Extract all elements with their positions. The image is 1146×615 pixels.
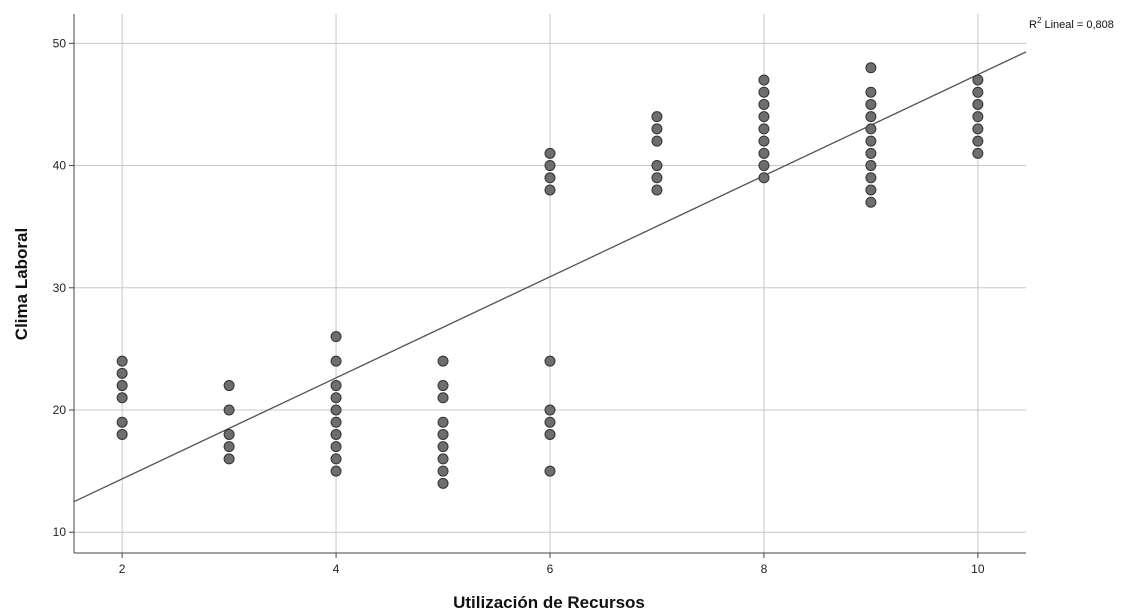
data-point xyxy=(865,111,877,123)
data-point xyxy=(758,74,770,86)
data-point xyxy=(651,135,663,147)
data-point xyxy=(544,172,556,184)
data-point xyxy=(116,367,128,379)
data-point xyxy=(544,355,556,367)
r2-annotation: R2 Lineal = 0,808 xyxy=(1029,16,1114,31)
data-point xyxy=(544,184,556,196)
data-point xyxy=(865,160,877,172)
y-axis-title: Clima Laboral xyxy=(12,228,31,340)
data-point xyxy=(437,416,449,428)
data-point xyxy=(330,392,342,404)
data-point xyxy=(865,184,877,196)
data-point xyxy=(544,416,556,428)
data-point xyxy=(651,184,663,196)
data-point xyxy=(437,453,449,465)
data-point xyxy=(116,380,128,392)
data-point xyxy=(651,160,663,172)
data-point xyxy=(758,111,770,123)
x-tick-label: 10 xyxy=(971,562,985,576)
data-point xyxy=(330,428,342,440)
data-point xyxy=(758,135,770,147)
data-point xyxy=(651,111,663,123)
data-point xyxy=(972,123,984,135)
r2-superscript: 2 xyxy=(1037,16,1042,25)
data-point xyxy=(758,123,770,135)
data-point xyxy=(437,355,449,367)
y-tick-label: 50 xyxy=(53,36,67,50)
data-point xyxy=(972,147,984,159)
data-point xyxy=(865,123,877,135)
data-point xyxy=(330,465,342,477)
data-point xyxy=(544,465,556,477)
y-tick-label: 20 xyxy=(53,403,67,417)
data-point xyxy=(437,380,449,392)
data-point xyxy=(972,98,984,110)
r2-prefix: R xyxy=(1029,19,1037,31)
data-point xyxy=(330,441,342,453)
data-point xyxy=(437,477,449,489)
data-point xyxy=(865,172,877,184)
data-point xyxy=(544,160,556,172)
data-point xyxy=(330,416,342,428)
data-point xyxy=(330,453,342,465)
data-point xyxy=(972,74,984,86)
data-point xyxy=(972,135,984,147)
data-point xyxy=(330,355,342,367)
x-axis-title: Utilización de Recursos xyxy=(453,593,645,612)
data-point xyxy=(758,86,770,98)
data-point xyxy=(972,86,984,98)
data-point xyxy=(116,416,128,428)
y-tick-label: 30 xyxy=(53,281,67,295)
y-tick-label: 40 xyxy=(53,159,67,173)
data-point xyxy=(865,62,877,74)
data-point xyxy=(544,428,556,440)
data-point xyxy=(544,147,556,159)
data-point xyxy=(330,404,342,416)
x-tick-label: 4 xyxy=(333,562,340,576)
x-tick-label: 8 xyxy=(761,562,768,576)
data-point xyxy=(116,355,128,367)
data-point xyxy=(865,196,877,208)
data-point xyxy=(223,441,235,453)
data-point xyxy=(223,380,235,392)
x-tick-label: 2 xyxy=(119,562,126,576)
data-point xyxy=(223,428,235,440)
data-point xyxy=(758,172,770,184)
y-tick-label: 10 xyxy=(53,525,67,539)
data-point xyxy=(437,465,449,477)
data-point xyxy=(223,453,235,465)
data-point xyxy=(865,135,877,147)
data-point xyxy=(758,147,770,159)
data-point xyxy=(116,428,128,440)
data-point xyxy=(758,98,770,110)
data-point xyxy=(223,404,235,416)
data-point xyxy=(330,331,342,343)
data-point xyxy=(437,392,449,404)
data-point xyxy=(972,111,984,123)
data-point xyxy=(865,86,877,98)
data-point xyxy=(651,172,663,184)
data-point xyxy=(651,123,663,135)
r2-label: Lineal = 0,808 xyxy=(1041,19,1113,31)
data-point xyxy=(865,98,877,110)
x-tick-label: 6 xyxy=(547,562,554,576)
data-point xyxy=(437,441,449,453)
data-point xyxy=(116,392,128,404)
data-points xyxy=(116,62,984,489)
axes xyxy=(69,14,1026,558)
data-point xyxy=(330,380,342,392)
tick-labels: 10 20 30 40 50 2 4 6 8 10 xyxy=(53,36,985,576)
data-point xyxy=(865,147,877,159)
data-point xyxy=(758,160,770,172)
data-point xyxy=(437,428,449,440)
data-point xyxy=(544,404,556,416)
